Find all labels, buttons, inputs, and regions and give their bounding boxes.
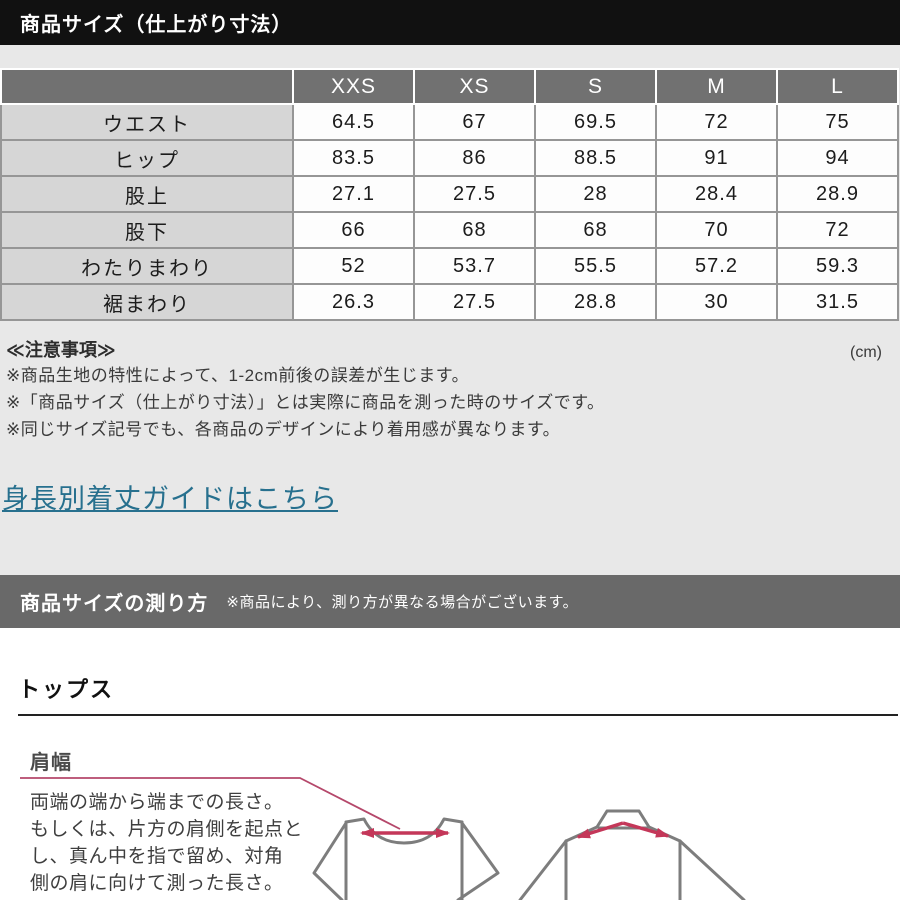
size-col-header: L: [776, 68, 899, 105]
size-row-label: 裾まわり: [0, 283, 294, 321]
description-line: し、真ん中を指で留め、対角: [30, 846, 284, 867]
size-table: XXS XS S M L ウエスト 64.5 67 69.5 72 75 ヒップ…: [0, 68, 899, 321]
size-value-cell: 31.5: [776, 283, 899, 321]
size-value-cell: 83.5: [292, 139, 415, 177]
size-col-header: XXS: [292, 68, 415, 105]
size-value-cell: 75: [776, 103, 899, 141]
notes-heading: ≪注意事項≫: [6, 340, 116, 360]
note-line: ※「商品サイズ（仕上がり寸法）」とは実際に商品を測った時のサイズです。: [6, 393, 605, 412]
size-value-cell: 68: [534, 211, 657, 249]
size-value-cell: 57.2: [655, 247, 778, 285]
size-value-cell: 28: [534, 175, 657, 213]
size-value-cell: 55.5: [534, 247, 657, 285]
measure-bar-note: ※商品により、測り方が異なる場合がございます。: [226, 594, 579, 611]
size-value-cell: 30: [655, 283, 778, 321]
size-value-cell: 27.5: [413, 175, 536, 213]
size-value-cell: 68: [413, 211, 536, 249]
shoulder-width-label: 肩幅: [30, 752, 72, 774]
size-row-label: わたりまわり: [0, 247, 294, 285]
size-value-cell: 28.9: [776, 175, 899, 213]
size-row-label: 股下: [0, 211, 294, 249]
size-table-corner-cell: [0, 68, 294, 105]
size-value-cell: 27.5: [413, 283, 536, 321]
size-value-cell: 64.5: [292, 103, 415, 141]
measure-bar-title: 商品サイズの測り方: [20, 593, 209, 615]
table-row: 裾まわり 26.3 27.5 28.8 30 31.5: [0, 283, 899, 321]
unit-label: (cm): [850, 344, 882, 361]
height-guide-link[interactable]: 身長別着丈ガイドはこちら: [2, 484, 338, 514]
size-value-cell: 52: [292, 247, 415, 285]
table-row: ウエスト 64.5 67 69.5 72 75: [0, 103, 899, 141]
description-line: もしくは、片方の肩側を起点と: [30, 819, 304, 840]
size-row-label: ウエスト: [0, 103, 294, 141]
size-value-cell: 88.5: [534, 139, 657, 177]
description-line: 両端の端から端までの長さ。: [30, 792, 284, 813]
size-value-cell: 91: [655, 139, 778, 177]
note-line: ※同じサイズ記号でも、各商品のデザインにより着用感が異なります。: [6, 420, 561, 439]
product-size-title-bar: 商品サイズ（仕上がり寸法）: [0, 0, 900, 45]
size-col-header: XS: [413, 68, 536, 105]
size-value-cell: 28.4: [655, 175, 778, 213]
page-title: 商品サイズ（仕上がり寸法）: [20, 14, 293, 36]
table-row: 股上 27.1 27.5 28 28.4 28.9: [0, 175, 899, 213]
table-row: 股下 66 68 68 70 72: [0, 211, 899, 249]
size-value-cell: 69.5: [534, 103, 657, 141]
size-value-cell: 66: [292, 211, 415, 249]
size-row-label: ヒップ: [0, 139, 294, 177]
size-value-cell: 72: [655, 103, 778, 141]
size-value-cell: 27.1: [292, 175, 415, 213]
size-value-cell: 70: [655, 211, 778, 249]
note-line: ※商品生地の特性によって、1-2cm前後の誤差が生じます。: [6, 366, 470, 385]
size-value-cell: 53.7: [413, 247, 536, 285]
tshirt-front-diagram: [312, 817, 500, 900]
shoulder-measure-arrow-back: [576, 821, 670, 839]
size-col-header: S: [534, 68, 657, 105]
shoulder-width-description: 両端の端から端までの長さ。 もしくは、片方の肩側を起点と し、真ん中を指で留め、…: [30, 789, 900, 897]
size-value-cell: 59.3: [776, 247, 899, 285]
size-value-cell: 94: [776, 139, 899, 177]
size-value-cell: 26.3: [292, 283, 415, 321]
size-row-label: 股上: [0, 175, 294, 213]
size-value-cell: 72: [776, 211, 899, 249]
size-col-header: M: [655, 68, 778, 105]
size-spec-section: 商品サイズ（仕上がり寸法） XXS XS S M L ウエスト 64.5 67 …: [0, 0, 900, 628]
size-value-cell: 67: [413, 103, 536, 141]
table-row: わたりまわり 52 53.7 55.5 57.2 59.3: [0, 247, 899, 285]
tops-heading: トップス: [18, 628, 898, 716]
size-value-cell: 86: [413, 139, 536, 177]
table-row: ヒップ 83.5 86 88.5 91 94: [0, 139, 899, 177]
measure-title-bar: 商品サイズの測り方 ※商品により、測り方が異なる場合がございます。: [0, 575, 900, 628]
size-table-header-row: XXS XS S M L: [0, 68, 899, 105]
description-line: 側の肩に向けて測った長さ。: [30, 873, 284, 894]
leader-line: [20, 777, 401, 830]
measuring-guide-section: トップス 肩幅 両端の端から端までの長さ。 もしくは、片方の肩側を起点と し、真…: [0, 628, 900, 900]
size-value-cell: 28.8: [534, 283, 657, 321]
notes-block: ≪注意事項≫ (cm) ※商品生地の特性によって、1-2cm前後の誤差が生じます…: [6, 336, 900, 443]
shoulder-width-diagram: [20, 777, 746, 900]
